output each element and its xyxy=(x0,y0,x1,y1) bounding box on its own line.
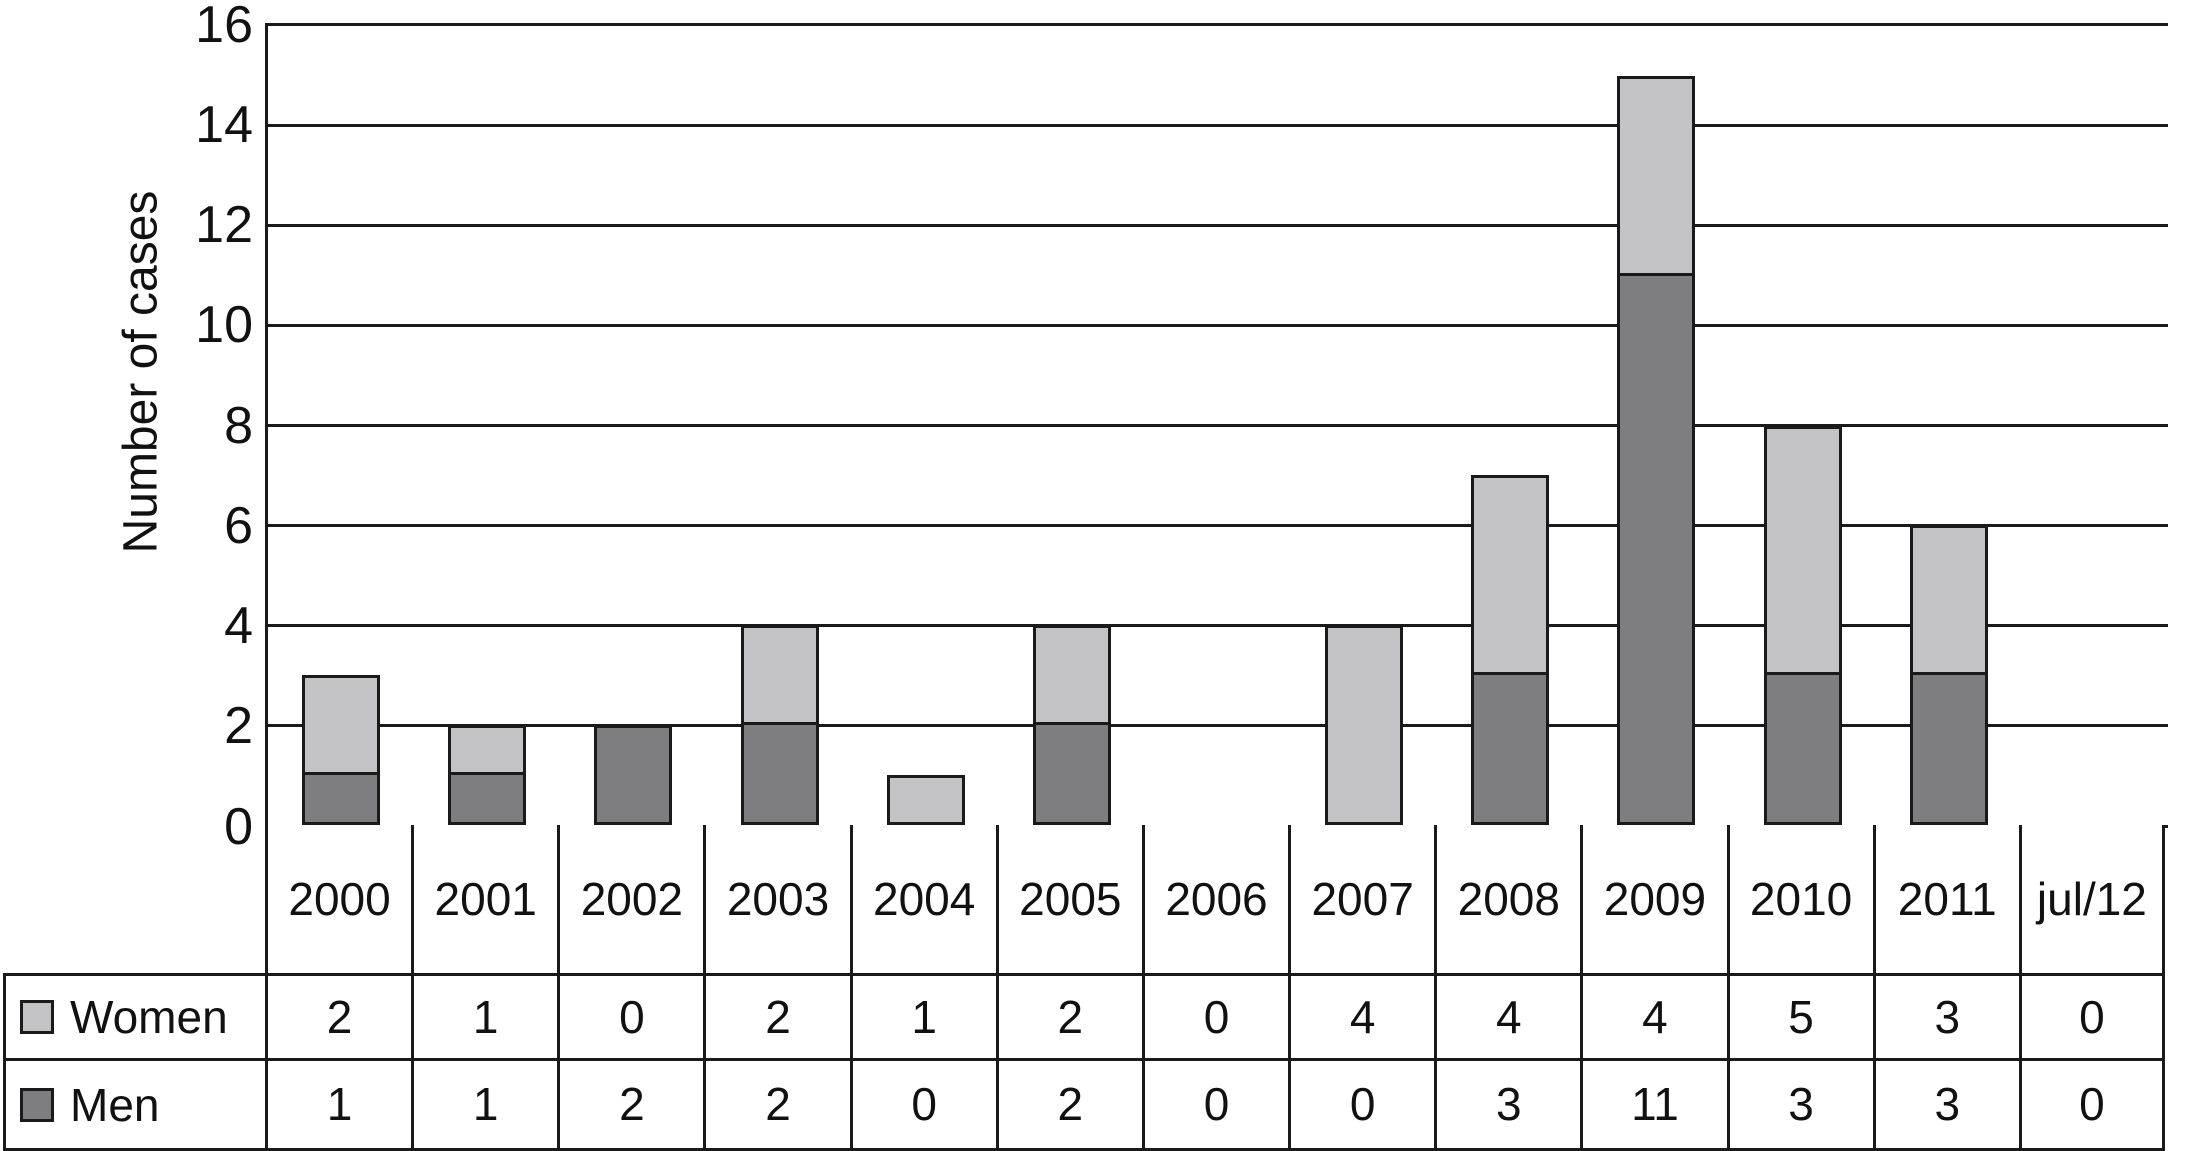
year-cell: 2005 xyxy=(995,825,1142,973)
men-value-cell: 0 xyxy=(2018,1058,2165,1151)
gridline xyxy=(268,523,2168,527)
bar-segment-women xyxy=(1032,625,1111,726)
men-value-cell: 1 xyxy=(265,1058,412,1151)
bar-2003 xyxy=(740,625,819,825)
y-tick-label: 10 xyxy=(195,296,253,355)
bar-segment-women xyxy=(886,775,965,825)
bar-segment-men xyxy=(1909,675,1988,825)
men-value-cell: 0 xyxy=(1288,1058,1435,1151)
gridline xyxy=(268,424,2168,427)
year-cell: 2002 xyxy=(557,825,704,973)
bar-segment-men xyxy=(1763,675,1842,825)
women-value-cell: 2 xyxy=(995,973,1142,1058)
bar-2005 xyxy=(1032,625,1111,825)
bar-2009 xyxy=(1617,75,1696,825)
bar-segment-men xyxy=(1617,275,1696,825)
bar-segment-women xyxy=(1325,625,1404,825)
bar-segment-men xyxy=(740,725,819,825)
bar-segment-women xyxy=(302,675,381,776)
bar-2010 xyxy=(1763,425,1842,825)
legend-item-men: Men xyxy=(3,1058,265,1151)
bar-segment-men xyxy=(594,725,673,825)
gridline xyxy=(268,623,2168,627)
year-cell: 2007 xyxy=(1288,825,1435,973)
plot-area xyxy=(265,23,2168,828)
y-tick-label: 8 xyxy=(224,396,253,455)
bar-segment-men xyxy=(302,775,381,825)
y-tick-label: 12 xyxy=(195,196,253,254)
bar-segment-women xyxy=(1617,75,1696,276)
men-value-cell: 2 xyxy=(703,1058,850,1151)
gridline xyxy=(268,723,2168,727)
women-value-cell: 0 xyxy=(557,973,704,1058)
legend-swatch-women-icon xyxy=(20,1000,54,1034)
legend-item-women: Women xyxy=(3,973,265,1058)
bar-segment-women xyxy=(1763,425,1842,676)
bar-2001 xyxy=(448,725,527,825)
year-cell: 2009 xyxy=(1580,825,1727,973)
year-cell: 2010 xyxy=(1726,825,1873,973)
legend-label-men: Men xyxy=(70,1078,160,1131)
bar-2011 xyxy=(1909,525,1988,825)
bar-2004 xyxy=(886,775,965,825)
men-value-cell: 3 xyxy=(1726,1058,1873,1151)
y-tick-label: 6 xyxy=(224,496,253,555)
men-value-cell: 11 xyxy=(1580,1058,1727,1151)
women-value-cell: 5 xyxy=(1726,973,1873,1058)
legend-label-women: Women xyxy=(70,991,228,1043)
bar-segment-women xyxy=(1471,475,1550,676)
year-cell: 2006 xyxy=(1141,825,1289,973)
women-value-cell: 4 xyxy=(1580,973,1727,1058)
year-cell: 2008 xyxy=(1434,825,1581,973)
women-value-cell: 2 xyxy=(703,973,850,1058)
legend-swatch-men-icon xyxy=(20,1087,54,1122)
year-cell: jul/12 xyxy=(2018,825,2165,973)
gridline xyxy=(268,224,2168,228)
men-value-cell: 0 xyxy=(849,1058,996,1151)
women-value-cell: 0 xyxy=(1141,973,1289,1058)
year-cell: 2000 xyxy=(265,825,412,973)
gridline xyxy=(268,124,2168,128)
men-value-cell: 1 xyxy=(411,1058,558,1151)
bar-segment-women xyxy=(448,725,527,776)
year-cell: 2011 xyxy=(1872,825,2019,973)
bar-2008 xyxy=(1471,475,1550,825)
year-cell: 2001 xyxy=(411,825,558,973)
bar-2007 xyxy=(1325,625,1404,825)
bar-2002 xyxy=(594,725,673,825)
women-value-cell: 3 xyxy=(1872,973,2019,1058)
men-value-cell: 0 xyxy=(1141,1058,1289,1151)
y-tick-label: 16 xyxy=(195,0,253,54)
y-tick-label: 14 xyxy=(195,95,253,154)
bar-segment-men xyxy=(1471,675,1550,825)
women-value-cell: 4 xyxy=(1434,973,1581,1058)
bar-segment-men xyxy=(448,775,527,825)
men-value-cell: 2 xyxy=(995,1058,1142,1151)
women-value-cell: 1 xyxy=(411,973,558,1058)
women-value-cell: 2 xyxy=(265,973,412,1058)
year-cell: 2003 xyxy=(703,825,850,973)
bar-segment-women xyxy=(740,625,819,726)
bar-segment-men xyxy=(1032,725,1111,825)
women-value-cell: 0 xyxy=(2018,973,2165,1058)
women-value-cell: 1 xyxy=(849,973,996,1058)
women-value-cell: 4 xyxy=(1288,973,1435,1058)
year-cell: 2004 xyxy=(849,825,996,973)
bar-2000 xyxy=(302,675,381,825)
men-value-cell: 2 xyxy=(557,1058,704,1151)
gridline xyxy=(268,324,2168,328)
men-value-cell: 3 xyxy=(1434,1058,1581,1151)
y-tick-label: 4 xyxy=(224,597,253,655)
y-tick-label: 0 xyxy=(224,797,253,856)
bar-segment-women xyxy=(1909,525,1988,676)
men-value-cell: 3 xyxy=(1872,1058,2019,1151)
y-tick-label: 2 xyxy=(224,697,253,756)
